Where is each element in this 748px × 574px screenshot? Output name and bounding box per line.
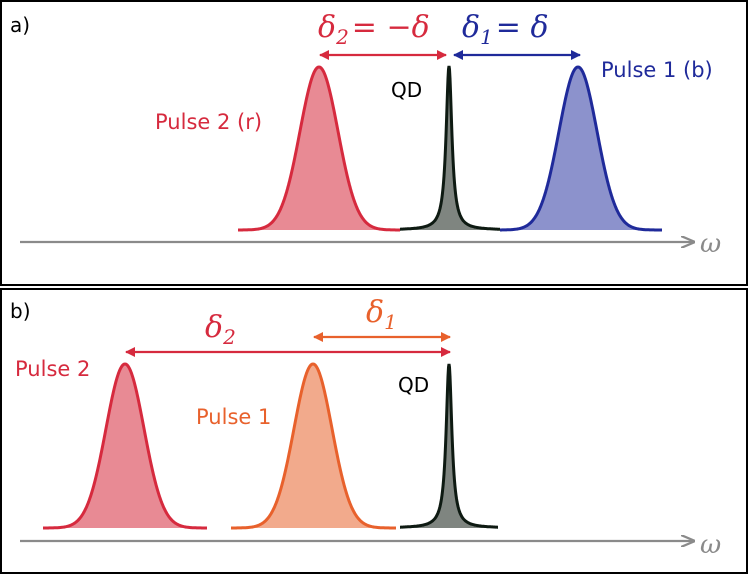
panel-a-delta1-rhs: = δ [496, 10, 549, 45]
panel-b-qd-label: QD [398, 373, 429, 397]
panel-a-delta2-rhs: = −δ [352, 10, 430, 45]
panel-b-delta1-symbol: δ [366, 295, 384, 330]
panel-b-delta2-symbol: δ [205, 310, 223, 345]
panel-a-pulse1-curve [500, 65, 662, 232]
panel-a-pulse1-label: Pulse 1 (b) [601, 58, 713, 82]
panel-a-delta2-subscript: 2 [335, 25, 349, 49]
panel-a-pulse2-curve [238, 65, 400, 232]
panel-a-qd-label: QD [391, 78, 422, 102]
panel-b-qd-fill [400, 364, 498, 528]
panel-b-pulse2-fill [43, 364, 207, 528]
panel-b-delta2-subscript: 2 [222, 325, 236, 349]
panel-a-delta1-subscript: 1 [480, 25, 493, 49]
panel-b-delta1-eq: δ1 [366, 295, 397, 334]
panel-a-pulse1-fill [500, 67, 662, 230]
panel-a-qd-fill [400, 66, 500, 230]
panel-a-label: a) [10, 13, 30, 37]
panel-b-frame [0, 288, 748, 574]
panel-a-frame [0, 0, 748, 286]
panel-b-pulse2-curve [43, 362, 207, 530]
panel-b-omega-symbol: ω [700, 530, 721, 560]
panel-a-qd-curve [400, 65, 500, 231]
panel-a-delta2-eq: δ2 = −δ [318, 10, 430, 49]
panel-b-label: b) [10, 299, 31, 323]
panel-a-delta1-symbol: δ [462, 10, 480, 45]
panel-b-pulse1-fill [231, 364, 396, 528]
panel-a-delta1-eq: δ1 = δ [462, 10, 549, 49]
panel-b-pulse2-label: Pulse 2 [15, 357, 90, 381]
panel-b-pulse1-label: Pulse 1 [196, 405, 271, 429]
panel-a-delta2-symbol: δ [318, 10, 336, 45]
panel-b-pulse1-curve [231, 362, 396, 530]
panel-b-delta1-subscript: 1 [384, 310, 397, 334]
panel-b-delta2-eq: δ2 [205, 310, 236, 349]
panel-b: b) ω δ2 δ1 QD Pulse 2 Pulse 1 [0, 288, 748, 574]
panel-a-omega-symbol: ω [700, 229, 721, 259]
panel-a-pulse2-fill [238, 67, 400, 230]
panel-a-pulse2-label: Pulse 2 (r) [155, 110, 262, 134]
panel-a: a) ω δ2 = −δ δ1 = δ QD Pulse 2 (r) Pulse 1… [0, 0, 748, 286]
panel-b-qd-curve [400, 363, 498, 529]
